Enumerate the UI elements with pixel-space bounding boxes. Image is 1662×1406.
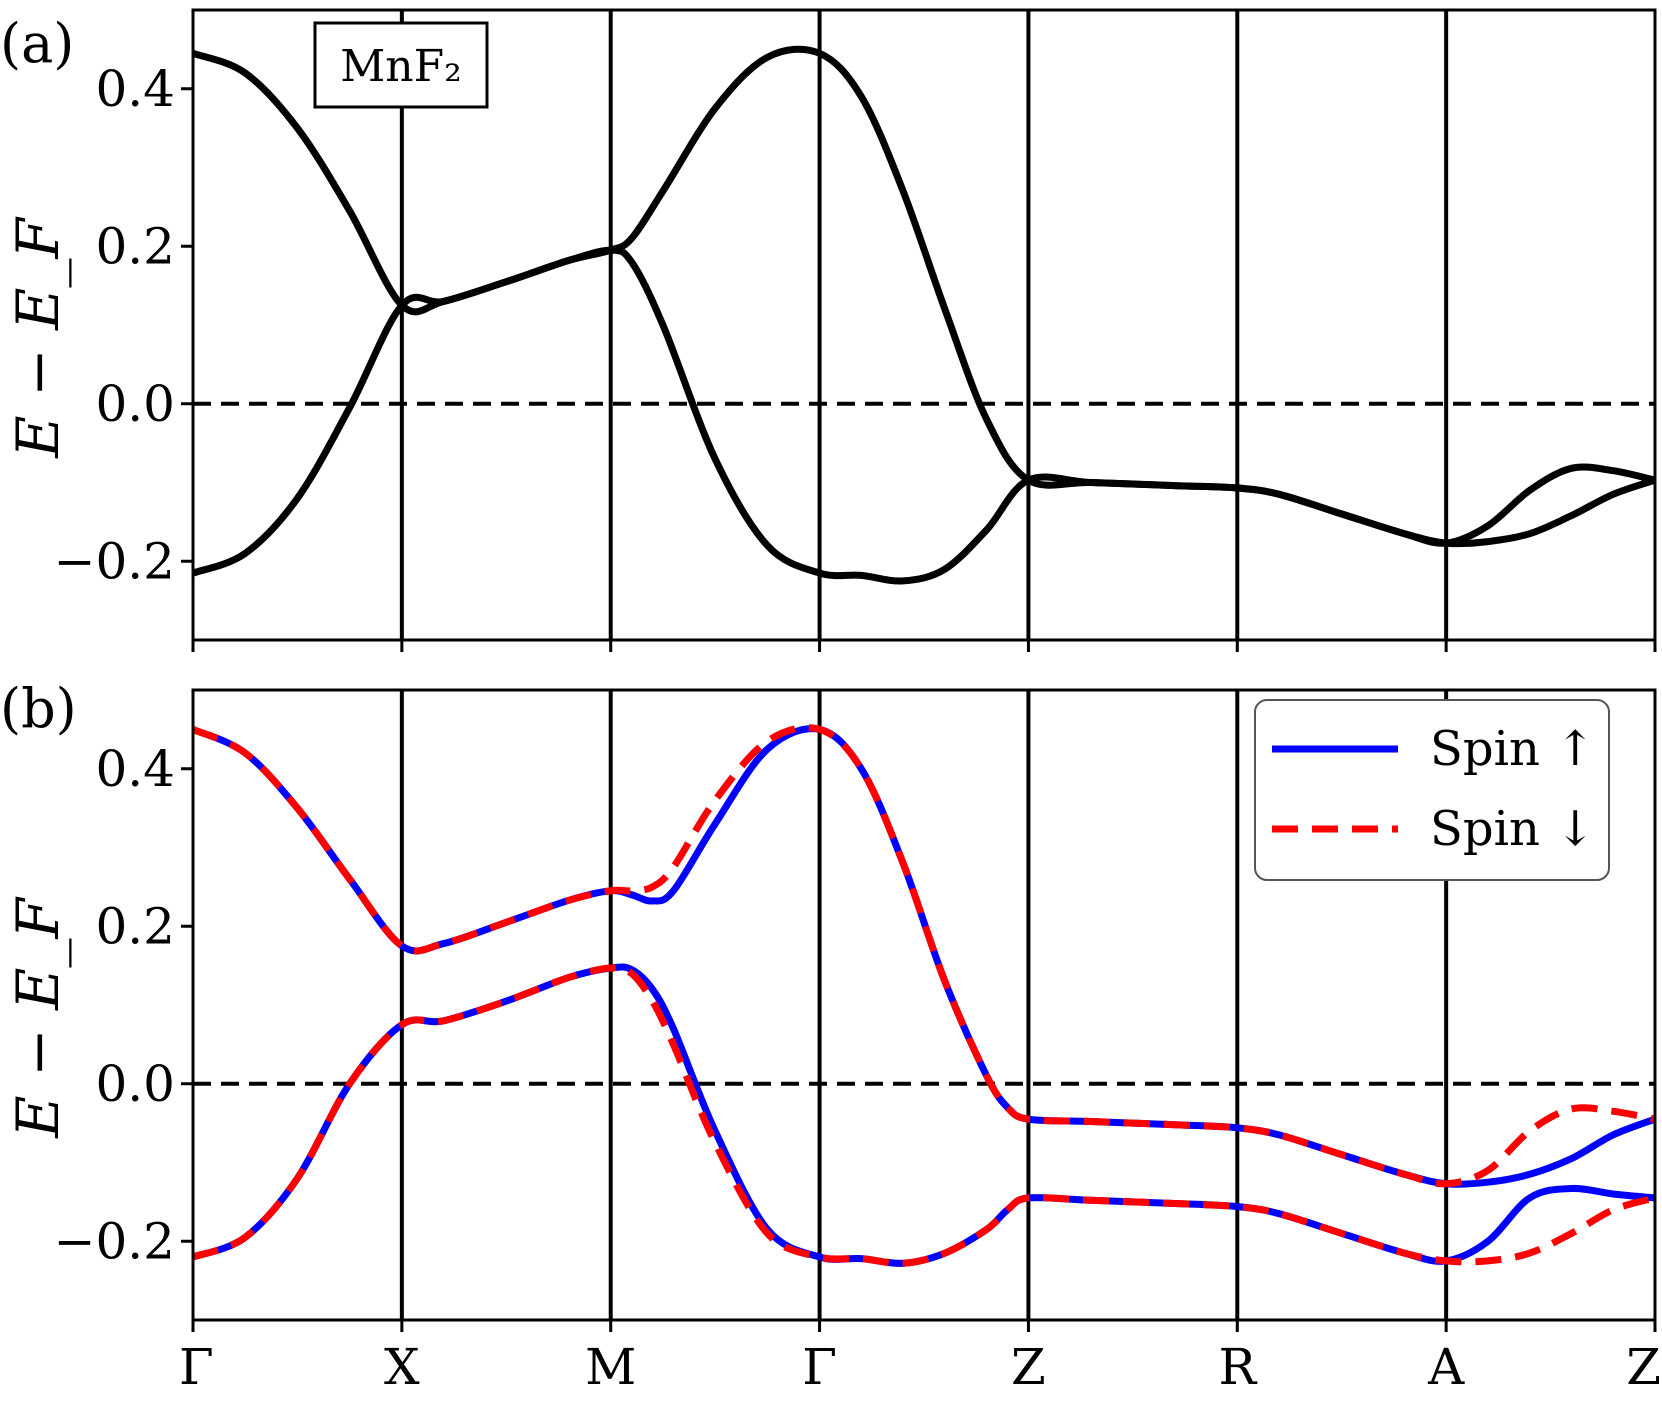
y-tick-label: 0.0 bbox=[95, 1055, 175, 1113]
panel-b-ylabel: E − E_F bbox=[4, 897, 72, 1139]
spin-down-band-line bbox=[193, 724, 1655, 1188]
panel-b: (b) E − E_F −0.2 0.0 0.2 0.4 Γ X M Γ Z R A Z Spin ↑… bbox=[0, 677, 1661, 1396]
kpoint-label: Z bbox=[1626, 1338, 1661, 1396]
kpoint-label: X bbox=[384, 1338, 420, 1396]
material-annotation: MnF₂ bbox=[340, 41, 462, 92]
legend-spin-up-label: Spin ↑ bbox=[1430, 721, 1595, 777]
band-series-group bbox=[193, 724, 1655, 1267]
legend-frame bbox=[1254, 699, 1610, 881]
y-tick-label: −0.2 bbox=[54, 532, 175, 590]
legend-spin-down-label: Spin ↓ bbox=[1430, 801, 1595, 857]
kpoint-label: A bbox=[1427, 1338, 1465, 1396]
panel-a-plot-area: −0.2 0.0 0.2 0.4 bbox=[54, 8, 1657, 652]
band-line bbox=[193, 246, 1655, 585]
kpoint-label: Γ bbox=[802, 1338, 837, 1396]
panel-a: (a) E − E_F −0.2 0.0 0.2 0.4 MnF₂ bbox=[0, 8, 1657, 652]
panel-a-label: (a) bbox=[0, 12, 74, 75]
y-tick-label: 0.4 bbox=[95, 60, 175, 118]
panel-a-ylabel: E − E_F bbox=[4, 217, 72, 459]
kpoint-label: R bbox=[1218, 1338, 1257, 1396]
spin-down-band-line bbox=[193, 964, 1655, 1267]
y-tick-label: 0.2 bbox=[95, 897, 175, 955]
spin-legend: Spin ↑ Spin ↓ bbox=[1254, 699, 1610, 881]
panel-b-label: (b) bbox=[0, 677, 77, 740]
axes-frame bbox=[191, 688, 1657, 1322]
y-tick-label: 0.0 bbox=[95, 375, 175, 433]
axes-frame bbox=[191, 8, 1657, 642]
band-series-group bbox=[193, 45, 1655, 585]
y-tick-label: 0.4 bbox=[95, 740, 175, 798]
kpoint-label: Z bbox=[1011, 1338, 1046, 1396]
panel-b-plot-area: −0.2 0.0 0.2 0.4 Γ X M Γ Z R A Z bbox=[54, 688, 1661, 1396]
y-tick-label: −0.2 bbox=[54, 1212, 175, 1270]
kpoint-label: Γ bbox=[179, 1338, 214, 1396]
material-annotation-box bbox=[313, 21, 489, 109]
kpoint-label: M bbox=[585, 1338, 636, 1396]
y-tick-label: 0.2 bbox=[95, 217, 175, 275]
